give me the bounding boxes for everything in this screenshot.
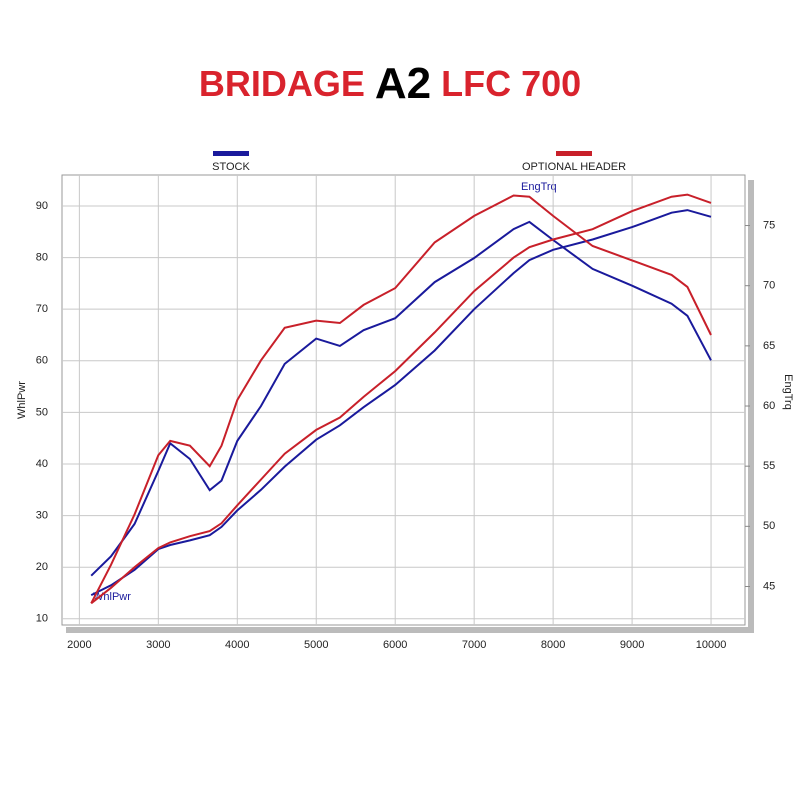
x-tick-label: 5000: [304, 639, 328, 651]
y2-tick-label: 75: [763, 219, 775, 231]
y-tick-label: 10: [36, 613, 48, 625]
axis-shadow: [748, 180, 754, 633]
y2-tick-label: 55: [763, 460, 775, 472]
plot-area: [61, 174, 746, 626]
y2-tick-label: 50: [763, 520, 775, 532]
annotation: EngTrq: [521, 181, 557, 193]
legend-swatch: [213, 151, 249, 156]
power-line: [90, 193, 712, 605]
legend-label: STOCK: [212, 161, 250, 173]
y-tick-label: 60: [36, 355, 48, 367]
y2-tick-label: 45: [763, 580, 775, 592]
torque-line: [90, 220, 712, 577]
legend-label: OPTIONAL HEADER: [522, 161, 626, 173]
y-tick-label: 30: [36, 510, 48, 522]
x-tick-label: 2000: [67, 639, 91, 651]
power-line: [90, 209, 712, 596]
x-tick-label: 9000: [620, 639, 644, 651]
legend-swatch: [556, 151, 592, 156]
x-tick-label: 10000: [696, 639, 727, 651]
y2-tick-label: 65: [763, 340, 775, 352]
y2-tick-label: 70: [763, 280, 775, 292]
y2-axis-label: EngTrq: [782, 374, 794, 410]
y2-tick-label: 60: [763, 400, 775, 412]
chart-title: BRIDAGE A2 LFC 700: [199, 59, 581, 108]
x-tick-label: 6000: [383, 639, 407, 651]
title-part: BRIDAGE: [199, 63, 365, 104]
y-tick-label: 20: [36, 561, 48, 573]
title-part: LFC 700: [441, 63, 581, 104]
y-tick-label: 70: [36, 303, 48, 315]
title-part: A2: [375, 59, 431, 108]
axis-shadow: [66, 627, 754, 633]
y-axis-label: WhlPwr: [16, 381, 28, 419]
y-tick-label: 80: [36, 251, 48, 263]
x-tick-label: 7000: [462, 639, 486, 651]
x-tick-label: 8000: [541, 639, 565, 651]
y-tick-label: 40: [36, 458, 48, 470]
y-tick-label: 90: [36, 200, 48, 212]
x-tick-label: 3000: [146, 639, 170, 651]
y-tick-label: 50: [36, 406, 48, 418]
x-tick-label: 4000: [225, 639, 249, 651]
torque-line: [90, 194, 712, 604]
